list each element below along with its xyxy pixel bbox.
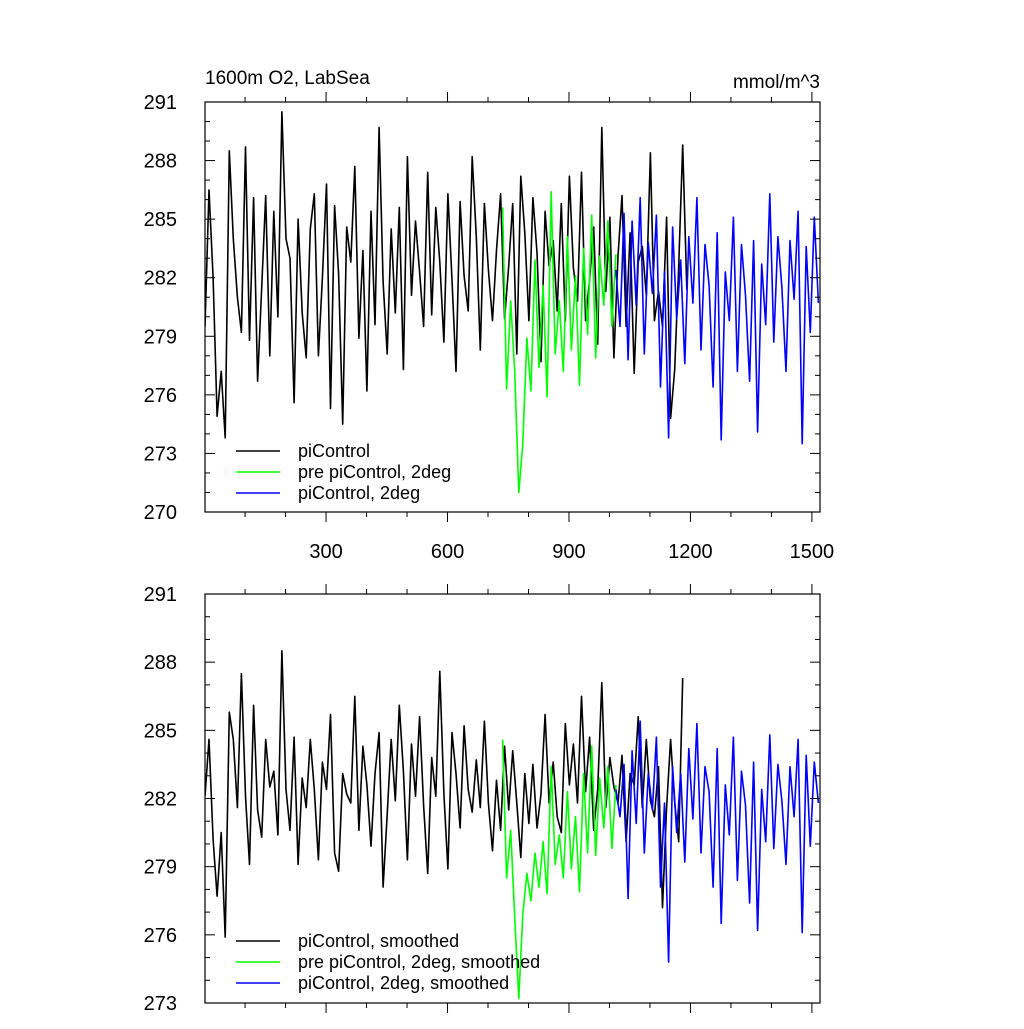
y-tick-label: 285 [144, 720, 177, 742]
legend-label: pre piControl, 2deg, smoothed [298, 952, 540, 972]
y-tick-label: 291 [144, 584, 177, 606]
legend-label: pre piControl, 2deg [298, 462, 451, 482]
legend-label: piControl, smoothed [298, 931, 459, 951]
y-tick-label: 291 [144, 92, 177, 114]
y-tick-label: 288 [144, 652, 177, 674]
plot-frame [204, 101, 821, 513]
chart-panel-2: 273 276 279 282 285 288 291 piControl, smoothed… [144, 584, 821, 1015]
chart-title: 1600m O2, LabSea [205, 68, 370, 89]
series-line-3 [615, 193, 820, 445]
series-line-1 [205, 111, 688, 439]
series-group [205, 111, 820, 494]
series-line-2 [501, 191, 617, 494]
y-tick-label: 270 [144, 502, 177, 524]
series-group [205, 649, 820, 1000]
legend-label: piControl [298, 441, 370, 461]
y-tick-label: 276 [144, 925, 177, 947]
series-line-2 [501, 739, 617, 1000]
x-tick-label: 1500 [790, 541, 835, 563]
y-tick-label: 282 [144, 789, 177, 811]
legend-label: piControl, 2deg, smoothed [298, 973, 509, 993]
y-tick-label: 279 [144, 857, 177, 879]
x-tick-label: 600 [431, 541, 464, 563]
x-tick-label: 300 [309, 541, 342, 563]
y-tick-label: 273 [144, 443, 177, 465]
y-tick-label: 285 [144, 209, 177, 231]
series-line-1 [205, 649, 684, 938]
units-label: mmol/m^3 [733, 72, 820, 93]
chart-panel-1: 270 273 276 279 282 285 288 291 300 600 900 1200 150… [144, 68, 835, 563]
y-tick-label: 276 [144, 385, 177, 407]
y-tick-label: 279 [144, 326, 177, 348]
series-line-3 [615, 720, 820, 963]
x-tick-label: 1200 [668, 541, 713, 563]
y-tick-label: 273 [144, 993, 177, 1015]
legend-label: piControl, 2deg [298, 483, 420, 503]
y-tick-label: 288 [144, 151, 177, 173]
y-tick-label: 282 [144, 268, 177, 290]
x-tick-label: 900 [552, 541, 585, 563]
